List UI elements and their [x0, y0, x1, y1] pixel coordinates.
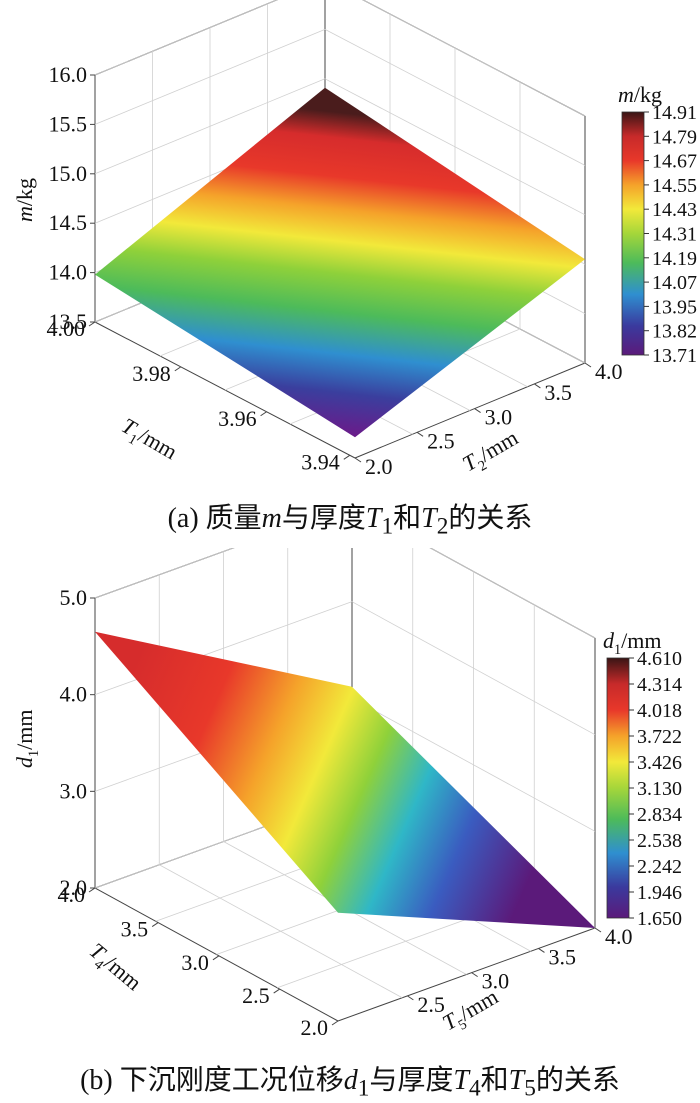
colorbar-tick-label: 1.946: [637, 882, 682, 904]
z-tick-label: 3.0: [60, 778, 88, 803]
colorbar-gradient: [606, 657, 630, 919]
y-tick-label: 4.0: [595, 359, 623, 384]
surface-plot-mass: 13.5 14.0 14.5 15.0 15.5 16.0 4.00 3.98 3.96 3.94…: [12, 0, 697, 481]
colorbar-tick-label: 1.650: [637, 908, 682, 930]
colorbar-tick-label: 14.43: [652, 199, 697, 221]
colorbar-tick-label: 2.834: [637, 804, 682, 826]
x-tick: [88, 887, 96, 893]
y-tick: [471, 972, 478, 978]
x-tick-label: 2.0: [301, 1015, 329, 1040]
colorbar-tick-label: 14.67: [652, 151, 697, 173]
x-tick-label: 4.0: [58, 882, 86, 907]
caption-b: (b) 下沉刚度工况位移d1与厚度T4和T5的关系: [80, 1065, 620, 1102]
colorbar-tick-label: 3.722: [637, 726, 682, 748]
z-tick-label: 13.5: [49, 309, 88, 334]
y-tick-label: 4.0: [605, 924, 633, 949]
y-tick-label: 2.0: [365, 454, 393, 479]
x-tick: [260, 411, 267, 417]
x-tick-label: 4.00: [47, 316, 86, 341]
x-tick: [174, 366, 182, 372]
y-tick-label: 3.0: [482, 969, 510, 994]
colorbar-tick-label: 4.610: [637, 648, 682, 670]
colorbar-gradient: [621, 111, 645, 356]
y-tick: [534, 383, 541, 389]
colorbar-title: m/kg: [618, 82, 662, 107]
y-tick: [407, 995, 414, 1001]
z-axis-label: m/kg: [12, 178, 37, 222]
x-tick: [88, 321, 96, 327]
z-tick-label: 16.0: [49, 62, 88, 87]
surface-mass: [95, 87, 585, 438]
colorbar-tick-label: 14.31: [652, 224, 697, 246]
colorbar-tick-label: 13.95: [652, 296, 697, 318]
y-tick: [594, 927, 602, 933]
x-tick-label: 3.5: [121, 917, 149, 942]
caption-a: (a) 质量m与厚度T1和T2的关系: [167, 503, 533, 540]
colorbar-tick-label: 14.07: [652, 272, 697, 294]
colorbar-tick-label: 14.79: [652, 126, 697, 148]
z-axis-label: d1/mm: [12, 710, 42, 769]
colorbar-tick-label: 2.242: [637, 856, 682, 878]
y-axis-label: T2/mm: [458, 425, 525, 481]
colorbar-tick-label: 13.82: [652, 321, 697, 343]
z-tick-label: 4.0: [60, 682, 88, 707]
colorbar-tick-label: 14.19: [652, 248, 697, 270]
x-tick-label: 2.5: [242, 983, 270, 1008]
colorbar-tick-label: 4.018: [637, 700, 682, 722]
x-tick: [212, 955, 220, 961]
colorbar: d1/mm4.610 4.314 4.018 3.722 3.426 3.130 2.834…: [603, 628, 682, 930]
x-tick-label: 3.0: [181, 950, 209, 975]
x-tick: [151, 922, 159, 927]
colorbar-title: d1/mm: [603, 628, 662, 658]
colorbar-tick-label: 2.538: [637, 830, 682, 852]
y-tick-label: 3.5: [548, 944, 576, 969]
colorbar-tick-label: 14.55: [652, 175, 697, 197]
surface-plot-displacement: 2.03.04.05.04.03.53.02.52.02.53.03.54.0 …: [12, 548, 682, 1040]
chart-panel-b: 2.0 3.0 4.0 5.0 4.0 3.5 3.0 2.5 2.0 2.5 3.0 3.5 4.0 …: [0, 548, 700, 1102]
x-tick-label: 3.94: [301, 449, 340, 474]
z-tick-label: 14.0: [49, 260, 88, 285]
x-tick-label: 3.98: [132, 361, 171, 386]
y-tick-label: 3.5: [544, 380, 572, 405]
z-tick-label: 2.0: [60, 875, 88, 900]
colorbar-tick-label: 13.71: [652, 345, 697, 367]
x-axis-label: T1/mm: [115, 413, 182, 469]
y-tick: [538, 948, 545, 953]
z-tick-label: 5.0: [60, 585, 88, 610]
x-axis-label: T4/mm: [81, 938, 146, 1000]
x-tick: [343, 454, 351, 460]
y-tick-label: 2.5: [417, 992, 445, 1017]
y-tick: [474, 408, 481, 414]
colorbar-tick-label: 3.130: [637, 778, 682, 800]
chart-panel-a: 13.5 14.0 14.5 15.0 15.5 16.0 4.00 3.98 3.96 3.94…: [0, 0, 700, 545]
y-tick-label: 3.0: [485, 405, 512, 430]
x-tick: [273, 988, 280, 994]
z-tick-label: 15.0: [49, 161, 88, 186]
colorbar: m/kg14.9114.7914.6714.5514.4314.3114.191…: [618, 82, 697, 367]
x-tick-label: 3.96: [218, 406, 257, 431]
z-tick-label: 15.5: [49, 111, 88, 136]
x-tick: [331, 1020, 339, 1026]
y-tick: [584, 362, 592, 368]
colorbar-tick-label: 14.91: [652, 102, 697, 124]
surface-displacement: [95, 631, 595, 928]
tick-labels: 13.5 14.0 14.5 15.0 15.5 16.0 4.00 3.98 3.96 3.94…: [47, 62, 623, 479]
y-tick: [354, 457, 362, 463]
z-tick-label: 14.5: [49, 210, 88, 235]
y-tick: [416, 431, 424, 437]
colorbar-tick-label: 3.426: [637, 752, 682, 774]
tick-labels: 2.0 3.0 4.0 5.0 4.0 3.5 3.0 2.5 2.0 2.5 3.0 3.5 4.0: [58, 585, 633, 1040]
y-tick-label: 2.5: [427, 428, 455, 453]
colorbar-tick-label: 4.314: [637, 674, 682, 696]
